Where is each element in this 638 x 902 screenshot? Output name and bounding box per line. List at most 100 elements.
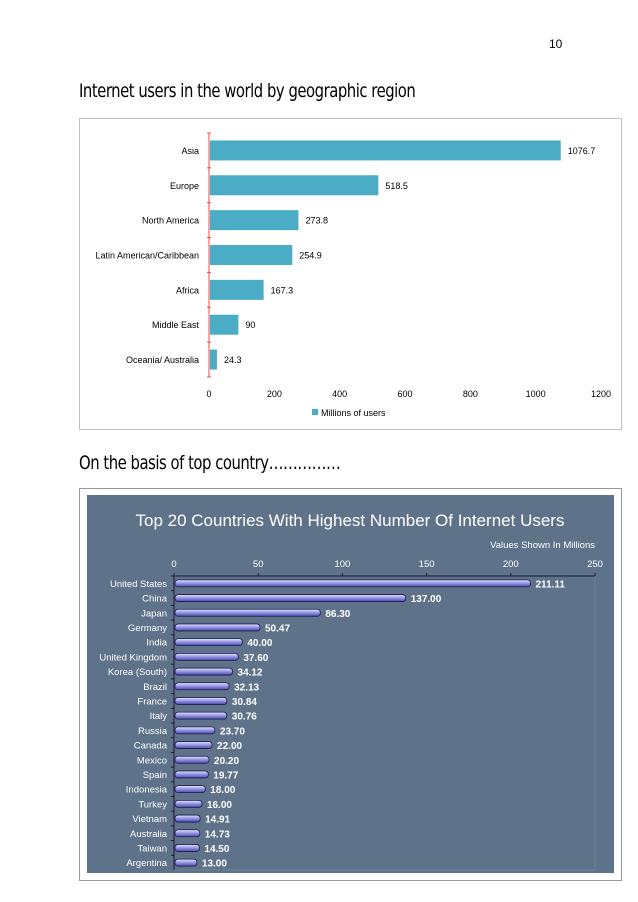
bar-italy <box>174 711 228 720</box>
x-tick-label-0: 0 <box>171 559 176 570</box>
x-tick-label-100: 100 <box>334 559 350 570</box>
country-label-argentina: Argentina <box>126 858 167 869</box>
bar-united-states <box>174 579 531 588</box>
category-label-europe: Europe <box>170 181 199 191</box>
value-label-indonesia: 18.00 <box>210 785 235 796</box>
value-label-united-states: 211.11 <box>536 579 566 590</box>
value-label-oceania-australia: 24.3 <box>224 355 242 365</box>
country-label-mexico: Mexico <box>137 755 167 766</box>
country-label-united-states: United States <box>110 579 167 590</box>
chart-title: Top 20 Countries With Highest Number Of … <box>136 511 565 530</box>
legend-swatch <box>312 409 318 415</box>
value-label-united-kingdom: 37.60 <box>243 653 268 664</box>
country-label-india: India <box>146 638 167 649</box>
chart-subtitle: Values Shown In Millions <box>490 540 595 551</box>
x-tick-label-250: 250 <box>587 559 603 570</box>
bar-argentina <box>174 858 198 867</box>
value-label-asia: 1076.7 <box>568 146 596 156</box>
country-label-canada: Canada <box>134 741 168 752</box>
region-chart: Asia 1076.7 Europe 518.5 North America 273.8 L… <box>79 118 622 430</box>
x-tick-label-1200: 1200 <box>591 389 611 399</box>
bar-germany <box>174 623 261 632</box>
country-label-italy: Italy <box>150 711 168 722</box>
legend-label: Millions of users <box>321 408 386 418</box>
value-label-latin-american-caribbean: 254.9 <box>299 251 322 261</box>
x-tick-label-1000: 1000 <box>526 389 546 399</box>
x-tick-label-600: 600 <box>397 389 412 399</box>
value-label-france: 30.84 <box>232 697 257 708</box>
page-number: 10 <box>549 37 563 51</box>
bar-russia <box>174 726 216 735</box>
value-label-turkey: 16.00 <box>207 800 232 811</box>
category-label-asia: Asia <box>181 146 199 156</box>
bar-vietnam <box>174 814 201 823</box>
country-label-france: France <box>137 696 167 707</box>
value-label-vietnam: 14.91 <box>205 815 230 826</box>
value-label-mexico: 20.20 <box>214 756 239 767</box>
bar-europe <box>210 175 379 196</box>
bar-turkey <box>174 799 203 808</box>
category-label-africa: Africa <box>176 285 199 295</box>
bar-oceania-australia <box>210 349 217 370</box>
country-label-spain: Spain <box>143 770 167 781</box>
value-label-china: 137.00 <box>411 594 442 605</box>
category-label-middle-east: Middle East <box>152 320 200 330</box>
bar-united-kingdom <box>174 652 239 661</box>
bar-indonesia <box>174 785 206 794</box>
country-label-russia: Russia <box>138 726 168 737</box>
country-label-australia: Australia <box>130 829 168 840</box>
value-label-spain: 19.77 <box>213 770 238 781</box>
value-label-india: 40.00 <box>247 638 272 649</box>
value-label-australia: 14.73 <box>205 829 230 840</box>
bar-brazil <box>174 682 230 691</box>
bar-asia <box>210 140 561 161</box>
bar-taiwan <box>174 844 200 852</box>
value-label-japan: 86.30 <box>325 609 350 620</box>
x-tick-label-200: 200 <box>503 559 519 570</box>
value-label-taiwan: 14.50 <box>204 844 229 855</box>
country-chart-svg: Top 20 Countries With Highest Number Of … <box>99 511 603 871</box>
country-chart: Top 20 Countries With Highest Number Of … <box>79 488 622 881</box>
country-label-korea-south: Korea (South) <box>108 667 167 678</box>
value-label-korea-south: 34.12 <box>237 668 262 679</box>
country-label-china: China <box>142 594 168 605</box>
category-label-latin-american-caribbean: Latin American/Caribbean <box>95 251 199 261</box>
category-label-north-america: North America <box>142 216 199 226</box>
bar-middle-east <box>210 314 239 335</box>
country-label-taiwan: Taiwan <box>137 843 167 854</box>
country-label-indonesia: Indonesia <box>126 785 168 796</box>
country-label-united-kingdom: United Kingdom <box>99 652 167 663</box>
country-label-japan: Japan <box>141 608 167 619</box>
bar-australia <box>174 829 201 838</box>
section-heading-regions: Internet users in the world by geographi… <box>79 80 416 102</box>
x-tick-label-0: 0 <box>206 389 211 399</box>
x-tick-label-200: 200 <box>267 389 282 399</box>
bar-mexico <box>174 755 210 764</box>
plot-area <box>173 575 596 871</box>
country-label-brazil: Brazil <box>143 682 167 693</box>
bar-india <box>174 638 243 647</box>
bar-latin-american-caribbean <box>210 245 293 265</box>
value-label-africa: 167.3 <box>271 285 294 295</box>
section-heading-countries: On the basis of top country…………… <box>79 452 341 474</box>
bar-japan <box>174 608 321 617</box>
country-label-turkey: Turkey <box>138 799 167 810</box>
bar-africa <box>210 279 264 300</box>
x-tick-label-150: 150 <box>419 559 435 570</box>
value-label-north-america: 273.8 <box>305 216 328 226</box>
value-label-europe: 518.5 <box>385 181 408 191</box>
value-label-brazil: 32.13 <box>234 682 259 693</box>
x-tick-label-50: 50 <box>253 559 264 570</box>
value-label-canada: 22.00 <box>217 741 242 752</box>
bar-france <box>174 697 228 705</box>
country-chart-panel: Top 20 Countries With Highest Number Of … <box>87 495 614 873</box>
bar-spain <box>174 770 209 779</box>
value-label-italy: 30.76 <box>232 712 257 723</box>
region-chart-svg: Asia 1076.7 Europe 518.5 North America 273.8 L… <box>95 132 611 418</box>
bar-canada <box>174 741 213 749</box>
country-label-vietnam: Vietnam <box>132 814 167 825</box>
bar-korea-south <box>174 667 233 676</box>
bar-china <box>174 594 407 602</box>
value-label-argentina: 13.00 <box>202 859 227 870</box>
bar-north-america <box>210 210 299 231</box>
